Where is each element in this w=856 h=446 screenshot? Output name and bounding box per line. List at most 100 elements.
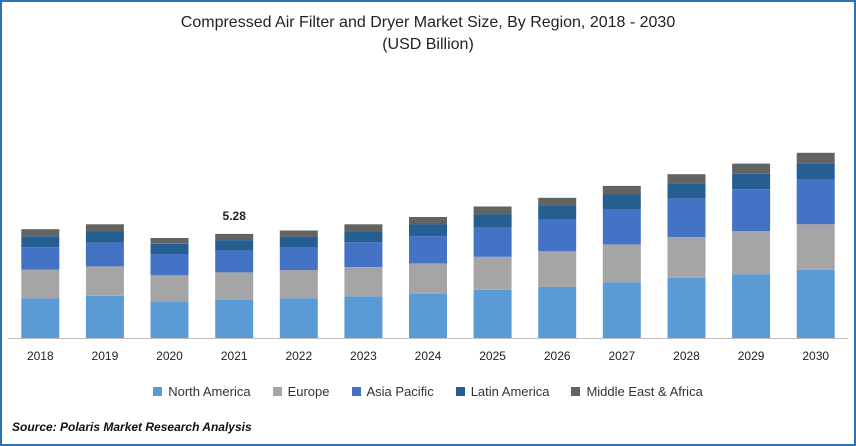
x-tick-label-2020: 2020 [156, 349, 183, 363]
bar-segment-2028-europe [667, 237, 706, 278]
legend-label-latin-america: Latin America [470, 384, 550, 399]
bar-segment-2029-asia-pacific [732, 189, 771, 232]
data-label-2021: 5.28 [223, 209, 247, 223]
bar-segment-2029-middle-east-africa [732, 163, 771, 174]
x-tick-label-2023: 2023 [350, 349, 377, 363]
bar-segment-2025-latin-america [473, 214, 512, 227]
chart-legend: North America Europe Asia Pacific Latin Ame… [0, 384, 856, 399]
legend-label-middle-east-africa: Middle East & Africa [586, 384, 703, 399]
bar-segment-2028-middle-east-africa [667, 174, 706, 184]
bar-segment-2028-north-america [667, 277, 706, 338]
bar-segment-2028-latin-america [667, 183, 706, 199]
bar-segment-2021-middle-east-africa [215, 233, 254, 240]
chart-subtitle: (USD Billion) [382, 36, 474, 53]
legend-item-europe: Europe [272, 384, 330, 399]
bar-segment-2030-asia-pacific [796, 179, 835, 225]
bar-segment-2028-asia-pacific [667, 198, 706, 237]
x-tick-label-2026: 2026 [544, 349, 571, 363]
bar-segment-2026-europe [538, 251, 577, 287]
bar-segment-2021-europe [215, 272, 254, 300]
bar-segment-2024-latin-america [409, 224, 447, 237]
bar-segment-2019-north-america [85, 295, 124, 338]
bar-segment-2019-latin-america [85, 231, 124, 243]
legend-item-latin-america: Latin America [455, 384, 550, 399]
bar-segment-2022-middle-east-africa [279, 230, 318, 237]
bar-segment-2020-latin-america [150, 243, 189, 254]
bar-segment-2029-latin-america [732, 173, 771, 190]
bar-segment-2020-europe [150, 275, 189, 302]
bar-segment-2027-middle-east-africa [602, 185, 641, 195]
bar-segment-2023-europe [344, 267, 383, 297]
x-tick-label-2027: 2027 [608, 349, 635, 363]
legend-swatch-latin-america [455, 387, 465, 396]
bar-segment-2026-north-america [538, 286, 577, 338]
bar-segment-2019-europe [85, 266, 124, 296]
bar-segment-2027-asia-pacific [602, 209, 641, 245]
legend-item-north-america: North America [153, 384, 251, 399]
bar-segment-2023-north-america [344, 296, 383, 338]
bar-segment-2022-north-america [279, 298, 318, 338]
bar-segment-2026-latin-america [538, 205, 577, 220]
bar-segment-2026-middle-east-africa [538, 197, 577, 206]
bar-segment-2023-middle-east-africa [344, 224, 383, 231]
bar-segment-2018-europe [21, 269, 60, 299]
legend-item-asia-pacific: Asia Pacific [351, 384, 434, 399]
bar-segment-2018-latin-america [21, 236, 60, 248]
x-tick-label-2021: 2021 [221, 349, 248, 363]
legend-label-asia-pacific: Asia Pacific [366, 384, 434, 399]
x-tick-label-2025: 2025 [479, 349, 506, 363]
bar-segment-2027-europe [602, 244, 641, 283]
bar-segment-2025-europe [473, 256, 512, 290]
bar-segment-2020-asia-pacific [150, 254, 189, 276]
bar-segment-2018-middle-east-africa [21, 229, 60, 237]
x-tick-label-2024: 2024 [415, 349, 442, 363]
bar-segment-2030-europe [796, 224, 835, 270]
bar-segment-2030-latin-america [796, 163, 835, 180]
legend-label-europe: Europe [287, 384, 330, 399]
legend-swatch-europe [272, 387, 282, 396]
bar-segment-2025-asia-pacific [473, 227, 512, 257]
bar-segment-2027-north-america [602, 282, 641, 338]
bar-segment-2022-asia-pacific [279, 247, 318, 271]
bar-segment-2029-north-america [732, 274, 771, 338]
bar-segment-2020-middle-east-africa [150, 238, 189, 244]
bar-segment-2030-north-america [796, 269, 835, 338]
bar-segment-2018-asia-pacific [21, 247, 60, 270]
bar-segment-2019-asia-pacific [85, 242, 124, 267]
bar-segment-2024-asia-pacific [409, 236, 447, 264]
bar-segment-2022-latin-america [279, 236, 318, 248]
bar-segment-2022-europe [279, 270, 318, 299]
chart-title-block: Compressed Air Filter and Dryer Market S… [0, 12, 856, 56]
bar-segment-2021-north-america [215, 300, 254, 338]
x-tick-label-2022: 2022 [285, 349, 312, 363]
legend-swatch-middle-east-africa [571, 387, 581, 396]
bar-segment-2025-middle-east-africa [473, 206, 512, 215]
bar-segment-2020-north-america [150, 301, 189, 338]
bar-segment-2024-north-america [409, 293, 447, 338]
bar-segment-2023-latin-america [344, 231, 383, 243]
source-note: Source: Polaris Market Research Analysis [12, 420, 252, 434]
bar-segment-2026-asia-pacific [538, 219, 577, 252]
bar-segment-2019-middle-east-africa [85, 224, 124, 232]
x-tick-label-2018: 2018 [27, 349, 54, 363]
legend-swatch-asia-pacific [351, 387, 361, 396]
x-tick-label-2029: 2029 [738, 349, 765, 363]
bar-segment-2018-north-america [21, 298, 60, 338]
bar-segment-2021-latin-america [215, 240, 254, 251]
bar-segment-2021-asia-pacific [215, 250, 254, 273]
bar-segment-2024-middle-east-africa [409, 217, 447, 225]
x-tick-label-2030: 2030 [802, 349, 829, 363]
bar-segment-2027-latin-america [602, 194, 641, 209]
chart-title: Compressed Air Filter and Dryer Market S… [180, 14, 676, 31]
bar-segment-2024-europe [409, 263, 447, 294]
bar-segment-2023-asia-pacific [344, 242, 383, 268]
x-tick-label-2028: 2028 [673, 349, 700, 363]
bar-segment-2025-north-america [473, 290, 512, 338]
x-tick-label-2019: 2019 [92, 349, 119, 363]
legend-swatch-north-america [153, 387, 163, 396]
bar-segment-2029-europe [732, 231, 771, 275]
legend-item-middle-east-africa: Middle East & Africa [571, 384, 703, 399]
bar-segment-2030-middle-east-africa [796, 152, 835, 164]
legend-label-north-america: North America [168, 384, 251, 399]
